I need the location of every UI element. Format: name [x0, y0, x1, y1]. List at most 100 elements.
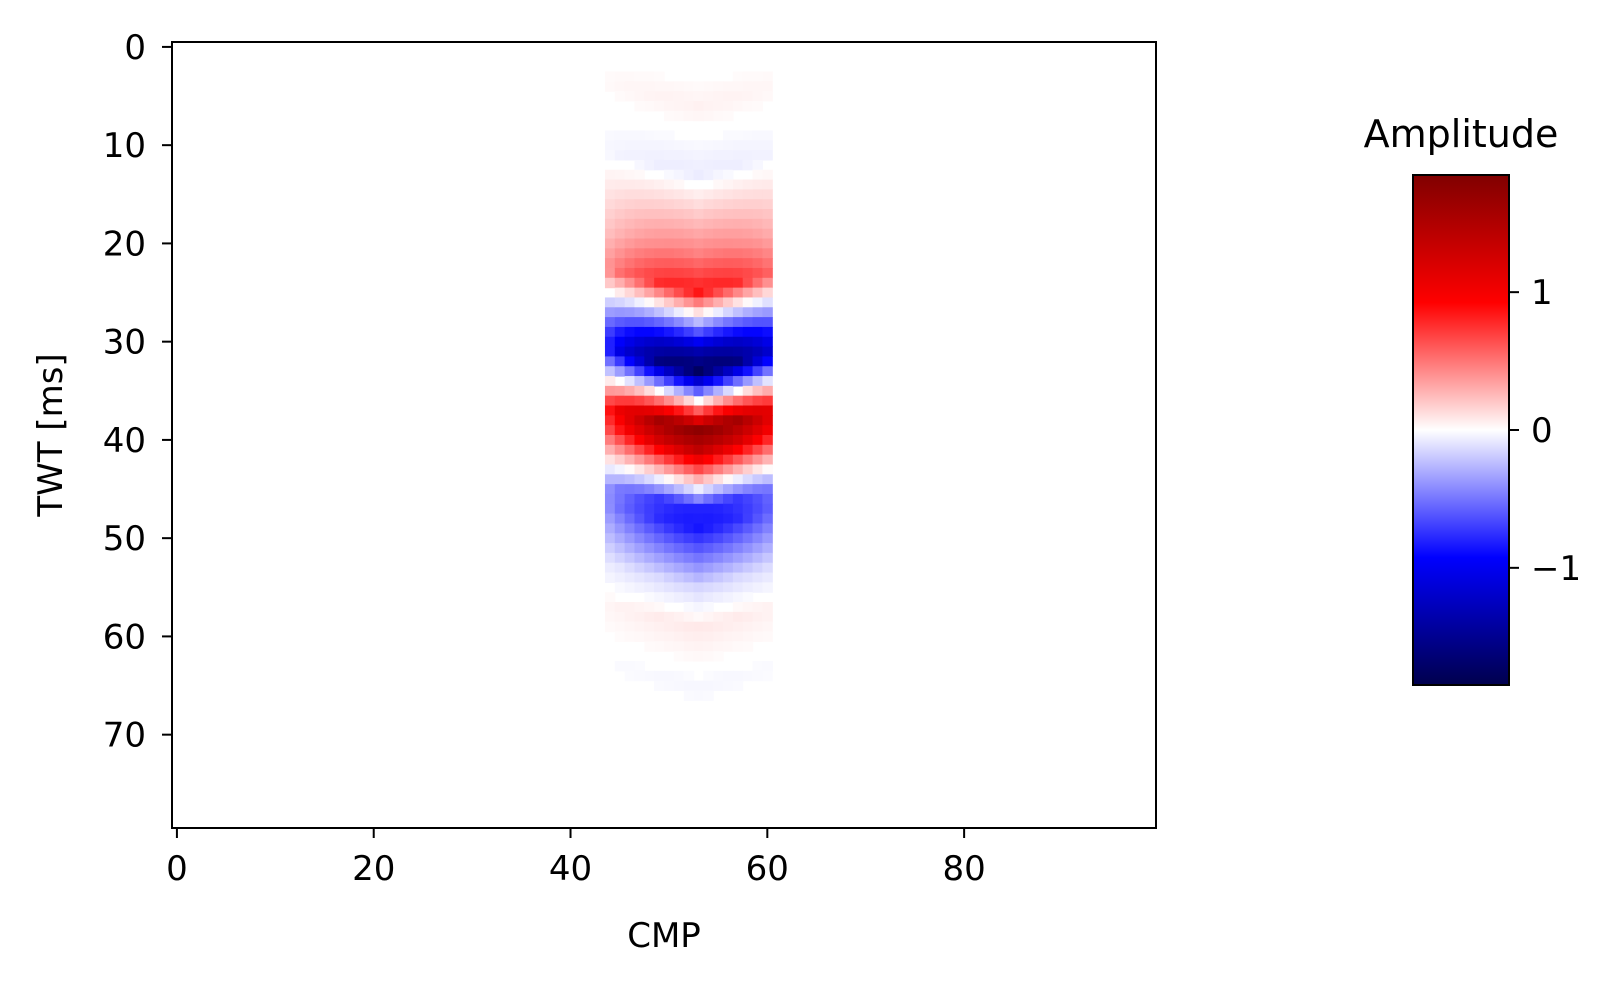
heatmap-cell [693, 631, 704, 642]
heatmap-cell [703, 277, 714, 289]
heatmap-cell [752, 189, 763, 200]
heatmap-cell [604, 484, 616, 495]
heatmap-cell [732, 100, 744, 112]
heatmap-cell [752, 71, 763, 82]
heatmap-cell [762, 169, 773, 181]
heatmap-cell [624, 228, 636, 240]
heatmap-cell [762, 248, 773, 259]
heatmap-cell [723, 110, 734, 122]
heatmap-cell [673, 680, 685, 692]
heatmap-cell [644, 631, 655, 642]
heatmap-cell [614, 444, 626, 456]
heatmap-cell [683, 238, 695, 249]
heatmap-cell [723, 376, 734, 387]
heatmap-cell [713, 493, 724, 505]
heatmap-cell [713, 189, 724, 200]
heatmap-cell [614, 660, 626, 672]
heatmap-cell [664, 562, 675, 574]
heatmap-cell [604, 81, 616, 92]
heatmap-cell [673, 159, 685, 171]
heatmap-cell [614, 484, 626, 495]
heatmap-cell [703, 376, 714, 387]
heatmap-cell [713, 543, 724, 554]
heatmap-cell [683, 277, 695, 289]
heatmap-cell [634, 621, 645, 633]
heatmap-cell [703, 209, 714, 220]
heatmap-cell [624, 503, 636, 515]
heatmap-cell [654, 493, 665, 505]
heatmap-cell [614, 533, 626, 544]
heatmap-cell [664, 513, 675, 525]
heatmap-cell [604, 356, 616, 367]
heatmap-cell [683, 533, 695, 544]
heatmap-cell [664, 179, 675, 190]
heatmap-cell [614, 130, 626, 141]
heatmap-cell [644, 572, 655, 583]
heatmap-cell [634, 385, 645, 397]
heatmap-cell [644, 356, 655, 367]
heatmap-cell [683, 150, 695, 161]
heatmap-cell [732, 218, 744, 230]
heatmap-cell [654, 474, 665, 485]
heatmap-cell [703, 435, 714, 446]
heatmap-cell [703, 385, 714, 397]
heatmap-cell [614, 326, 626, 338]
heatmap-cell [644, 267, 655, 279]
heatmap-cell [742, 484, 754, 495]
x-tick-label: 20 [352, 849, 395, 889]
heatmap-cell [614, 346, 626, 357]
heatmap-cell [673, 435, 685, 446]
heatmap-cell [762, 189, 773, 200]
heatmap-cell [713, 444, 724, 456]
heatmap-cell [742, 267, 754, 279]
heatmap-cell [732, 366, 744, 377]
heatmap-cell [604, 228, 616, 240]
heatmap-cell [693, 562, 704, 574]
heatmap-cell [742, 631, 754, 642]
heatmap-cell [732, 81, 744, 92]
heatmap-cell [654, 523, 665, 534]
heatmap-cell [703, 258, 714, 269]
heatmap-cell [604, 493, 616, 505]
heatmap-cell [713, 562, 724, 574]
heatmap-cell [644, 297, 655, 308]
heatmap-cell [644, 238, 655, 249]
heatmap-cell [624, 454, 636, 466]
heatmap-cell [614, 209, 626, 220]
heatmap-cell [634, 356, 645, 367]
heatmap-cell [762, 474, 773, 485]
heatmap-cell [693, 218, 704, 230]
heatmap-cell [703, 395, 714, 407]
heatmap-cell [654, 179, 665, 190]
heatmap-cell [664, 218, 675, 230]
heatmap-cell [762, 582, 773, 593]
heatmap-cell [762, 631, 773, 642]
heatmap-cell [762, 218, 773, 230]
heatmap-cell [664, 267, 675, 279]
heatmap-cell [723, 317, 734, 328]
heatmap-cell [742, 81, 754, 92]
heatmap-cell [654, 435, 665, 446]
heatmap-cell [664, 248, 675, 259]
heatmap-cell [673, 552, 685, 564]
colorbar-tick-label: 1 [1531, 273, 1553, 313]
heatmap-cell [664, 287, 675, 299]
heatmap-cell [732, 533, 744, 544]
heatmap-cell [723, 81, 734, 92]
heatmap-cell [664, 572, 675, 583]
heatmap-cell [693, 258, 704, 269]
heatmap-cell [713, 81, 724, 92]
heatmap-cell [703, 238, 714, 249]
heatmap-cell [723, 631, 734, 642]
heatmap-cell [742, 464, 754, 475]
heatmap-cell [683, 81, 695, 92]
heatmap-cell [654, 277, 665, 289]
heatmap-cell [614, 572, 626, 583]
heatmap-cell [624, 267, 636, 279]
heatmap-cell [673, 631, 685, 642]
heatmap-cell [742, 238, 754, 249]
heatmap-cell [654, 81, 665, 92]
heatmap-cell [693, 297, 704, 308]
heatmap-cell [654, 592, 665, 603]
heatmap-cell [752, 307, 763, 318]
